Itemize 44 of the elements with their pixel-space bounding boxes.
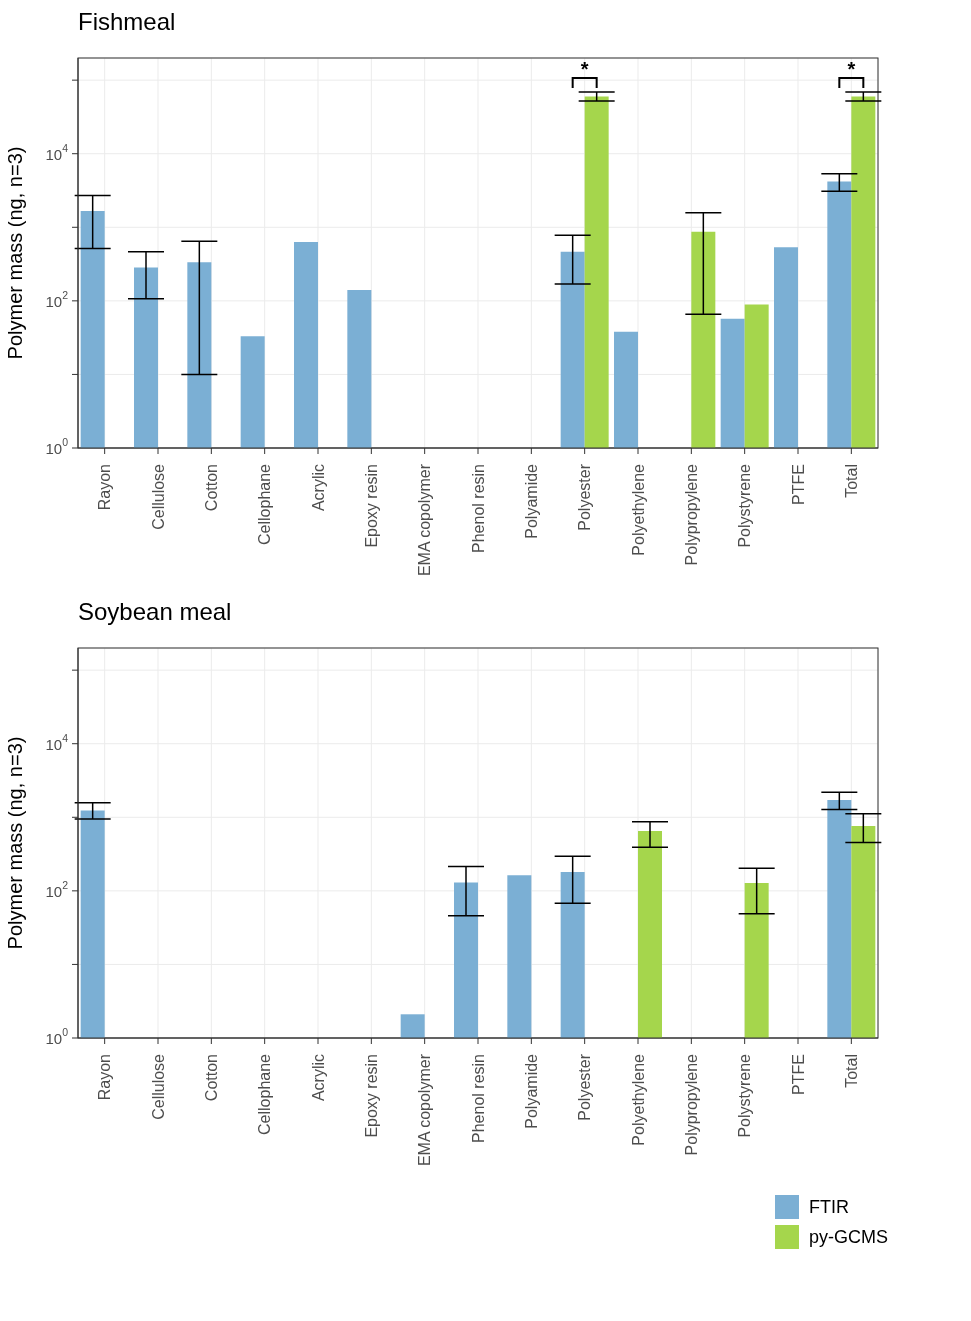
annotation: * <box>847 58 856 80</box>
x-tick-label: Cellophane <box>256 1053 274 1135</box>
y-tick-label: 10$^{2}$ <box>45 288 69 310</box>
x-tick-label: Cotton <box>202 1054 220 1102</box>
chart-title: Soybean meal <box>78 598 233 627</box>
y-tick-label: 10$^{4}$ <box>45 141 69 163</box>
x-tick-label: Polystyrene <box>736 463 754 548</box>
x-tick-label: Polyethylene <box>629 463 647 556</box>
x-tick-label: PTFE <box>789 464 807 505</box>
y-axis-title: Polymer mass (ng, n=3) <box>4 736 27 950</box>
x-tick-label: Cellophane <box>256 463 274 545</box>
x-tick-label: Rayon <box>96 464 114 511</box>
x-tick-label: Polypropylene <box>682 1053 700 1156</box>
y-axis-title: Polymer mass (ng, n=3) <box>4 146 27 360</box>
x-tick-label: Polystyrene <box>736 1053 754 1138</box>
y-tick-label: 10$^{0}$ <box>45 436 69 457</box>
legend-label: py-GCMS <box>808 1226 888 1248</box>
x-tick-label: Epoxy resin <box>362 1054 380 1138</box>
x-tick-label: Cotton <box>202 464 220 512</box>
x-tick-label: Phenol resin <box>469 1054 487 1143</box>
y-tick-label: 10$^{2}$ <box>45 878 69 900</box>
x-tick-label: Polypropylene <box>682 463 700 566</box>
y-tick-label: 10$^{0}$ <box>45 1026 69 1047</box>
x-tick-label: Polyester <box>576 1053 594 1121</box>
x-tick-label: EMA copolymer <box>416 463 434 577</box>
y-tick-label: 10$^{4}$ <box>45 731 69 753</box>
x-tick-label: Total <box>842 1054 860 1088</box>
x-tick-label: Polyamide <box>522 463 540 539</box>
x-tick-label: Cellulose <box>149 1053 167 1120</box>
x-tick-label: EMA copolymer <box>416 1053 434 1167</box>
x-tick-label: Polyethylene <box>629 1053 647 1146</box>
x-tick-label: Polyester <box>576 463 594 531</box>
x-tick-label: Epoxy resin <box>362 464 380 548</box>
chart-title: Fishmeal <box>78 8 177 37</box>
x-tick-label: PTFE <box>789 1054 807 1095</box>
annotation: * <box>580 58 589 80</box>
x-tick-label: Total <box>842 464 860 498</box>
x-tick-label: Rayon <box>96 1054 114 1101</box>
x-tick-label: Acrylic <box>309 1054 327 1102</box>
x-tick-label: Cellulose <box>149 463 167 530</box>
legend-label: FTIR <box>808 1196 849 1218</box>
x-tick-label: Polyamide <box>522 1053 540 1129</box>
x-tick-label: Phenol resin <box>469 464 487 553</box>
x-tick-label: Acrylic <box>309 464 327 512</box>
